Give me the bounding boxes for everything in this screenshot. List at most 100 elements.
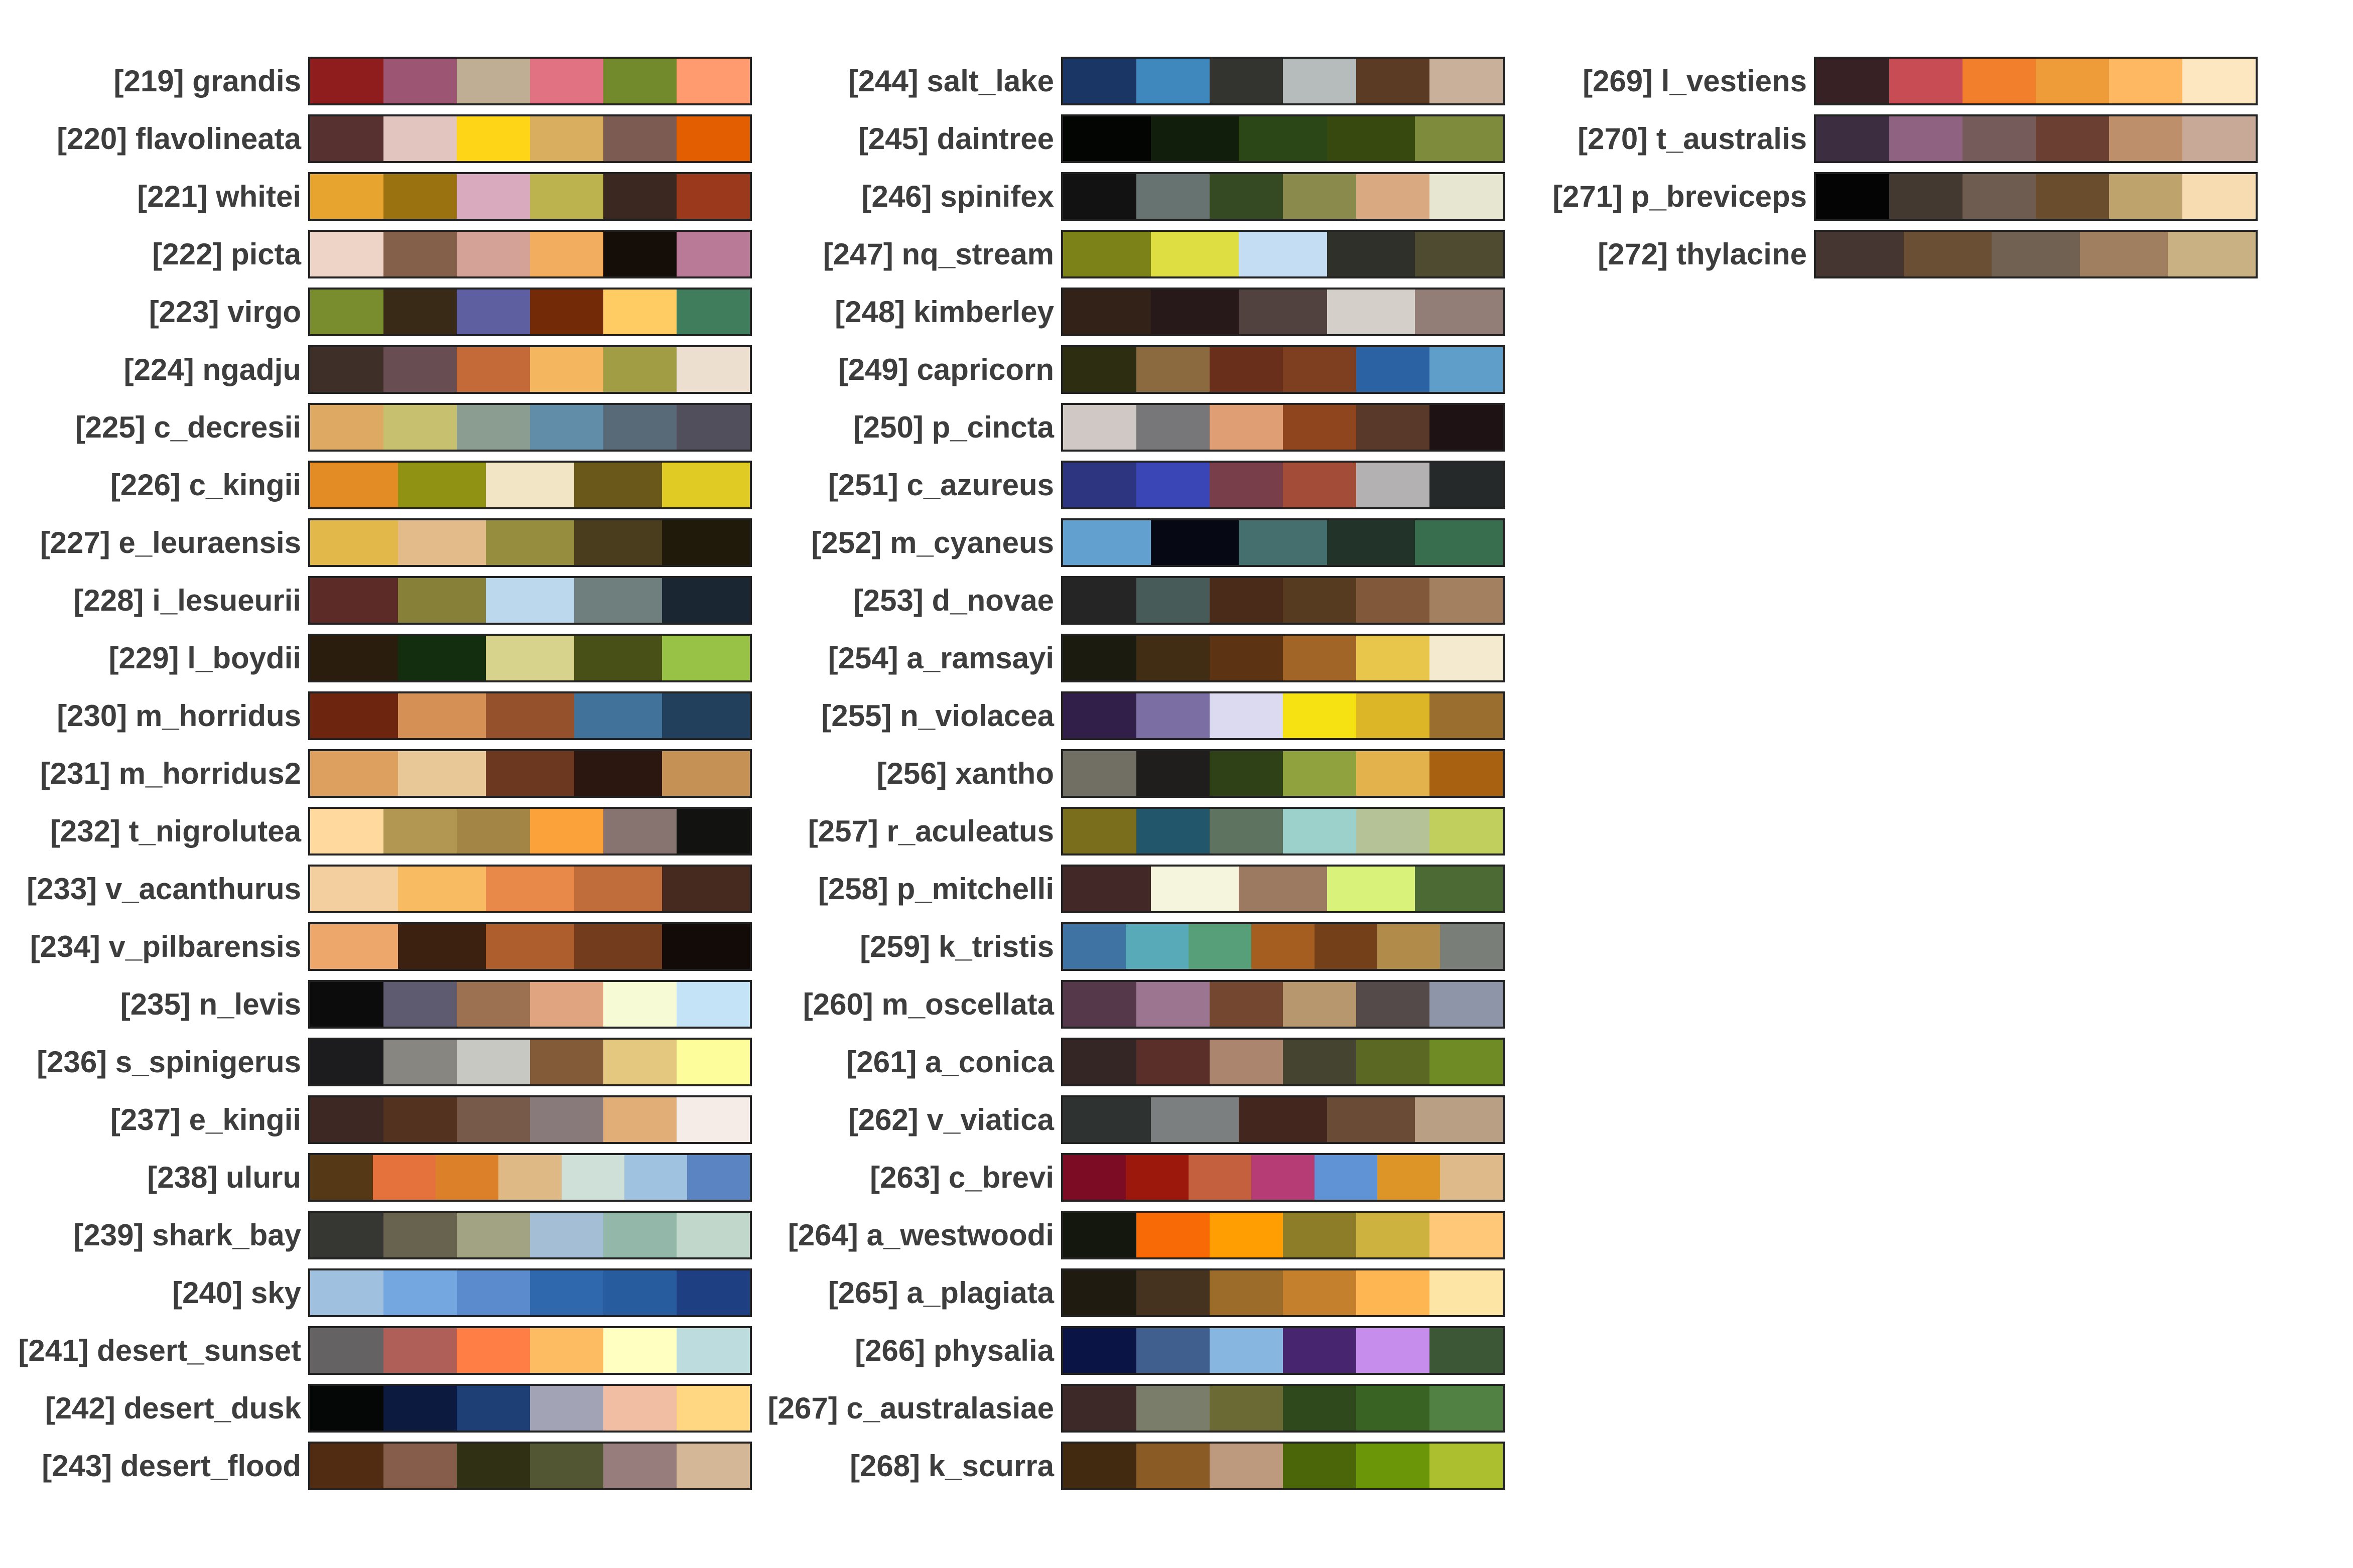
palette-label: [270] t_australis: [1578, 122, 1807, 156]
color-swatch: [1356, 636, 1429, 680]
palette-row: [254] a_ramsayi: [753, 634, 1505, 682]
palette-row: [252] m_cyaneus: [753, 518, 1505, 567]
color-swatch: [310, 693, 399, 738]
color-swatch: [486, 463, 574, 507]
palette-swatch-bar: [1061, 1095, 1505, 1144]
color-swatch: [1136, 463, 1210, 507]
color-swatch: [1210, 463, 1283, 507]
color-swatch: [398, 924, 486, 969]
color-swatch: [603, 1270, 677, 1315]
color-swatch: [1136, 636, 1210, 680]
palette-swatch-bar: [1061, 345, 1505, 394]
color-swatch: [1429, 751, 1503, 796]
palette-swatch-bar: [308, 461, 752, 509]
color-swatch: [1063, 982, 1136, 1027]
color-swatch: [1356, 463, 1429, 507]
palette-row: [245] daintree: [753, 114, 1505, 163]
color-swatch: [1429, 1270, 1503, 1315]
palette-label: [225] c_decresii: [75, 410, 301, 444]
color-swatch: [677, 347, 750, 392]
color-swatch: [310, 1155, 373, 1200]
color-swatch: [1136, 982, 1210, 1027]
color-swatch: [383, 347, 457, 392]
color-swatch: [1816, 59, 1889, 103]
color-swatch: [1063, 809, 1136, 853]
color-swatch: [1136, 1040, 1210, 1084]
palette-label: [271] p_breviceps: [1552, 180, 1807, 213]
color-swatch: [486, 520, 574, 565]
color-swatch: [1063, 290, 1151, 334]
palette-row: [238] uluru: [0, 1153, 752, 1202]
palette-label: [219] grandis: [113, 64, 301, 98]
color-swatch: [1414, 867, 1503, 911]
color-swatch: [486, 924, 574, 969]
color-swatch: [310, 1097, 383, 1142]
color-swatch: [1063, 578, 1136, 623]
color-swatch: [2182, 116, 2256, 161]
color-swatch: [457, 405, 530, 450]
color-swatch: [310, 809, 383, 853]
palette-swatch-bar: [1061, 749, 1505, 798]
color-swatch: [603, 59, 677, 103]
color-swatch: [1063, 1213, 1136, 1257]
color-swatch: [677, 982, 750, 1027]
color-swatch: [1356, 59, 1429, 103]
color-swatch: [677, 1097, 750, 1142]
color-swatch: [1151, 290, 1239, 334]
palette-label: [256] xantho: [876, 757, 1054, 790]
color-swatch: [1356, 693, 1429, 738]
palette-row: [250] p_cincta: [753, 403, 1505, 452]
color-swatch: [398, 520, 486, 565]
color-swatch: [603, 405, 677, 450]
palette-label: [265] a_plagiata: [828, 1276, 1054, 1310]
color-swatch: [1063, 520, 1151, 565]
color-swatch: [310, 1386, 383, 1431]
color-swatch: [1136, 751, 1210, 796]
color-swatch: [1126, 924, 1189, 969]
palette-swatch-bar: [1061, 461, 1505, 509]
palette-swatch-bar: [1814, 114, 2258, 163]
color-swatch: [2109, 116, 2182, 161]
palette-label: [251] c_azureus: [828, 468, 1054, 502]
palette-swatch-bar: [308, 922, 752, 971]
color-swatch: [383, 290, 457, 334]
palette-label: [269] l_vestiens: [1583, 64, 1807, 98]
color-swatch: [486, 693, 574, 738]
color-swatch: [530, 232, 603, 276]
color-swatch: [662, 578, 750, 623]
color-swatch: [383, 1328, 457, 1373]
color-swatch: [1889, 59, 1963, 103]
color-swatch: [1210, 1328, 1283, 1373]
palette-swatch-bar: [308, 288, 752, 336]
color-swatch: [1889, 174, 1963, 219]
color-swatch: [624, 1155, 687, 1200]
palette-label: [262] v_viatica: [848, 1103, 1054, 1136]
color-swatch: [1251, 1155, 1315, 1200]
color-swatch: [310, 116, 383, 161]
color-swatch: [1283, 1328, 1356, 1373]
color-swatch: [1440, 924, 1503, 969]
palette-label: [260] m_oscellata: [803, 987, 1054, 1021]
color-swatch: [310, 232, 383, 276]
palette-row: [237] e_kingii: [0, 1095, 752, 1144]
color-swatch: [1210, 174, 1283, 219]
color-swatch: [1063, 867, 1151, 911]
color-swatch: [1327, 232, 1415, 276]
color-swatch: [603, 1328, 677, 1373]
color-swatch: [1136, 1270, 1210, 1315]
palette-label: [222] picta: [152, 237, 301, 271]
color-swatch: [574, 693, 662, 738]
color-swatch: [530, 1444, 603, 1488]
palette-swatch-bar: [308, 576, 752, 625]
color-swatch: [677, 1328, 750, 1373]
color-swatch: [1210, 1270, 1283, 1315]
color-swatch: [1136, 1328, 1210, 1373]
color-swatch: [1063, 751, 1136, 796]
color-swatch: [574, 867, 662, 911]
color-swatch: [1440, 1155, 1503, 1200]
color-swatch: [1063, 405, 1136, 450]
color-swatch: [2079, 232, 2168, 276]
palette-row: [257] r_aculeatus: [753, 807, 1505, 856]
palette-swatch-bar: [1061, 288, 1505, 336]
